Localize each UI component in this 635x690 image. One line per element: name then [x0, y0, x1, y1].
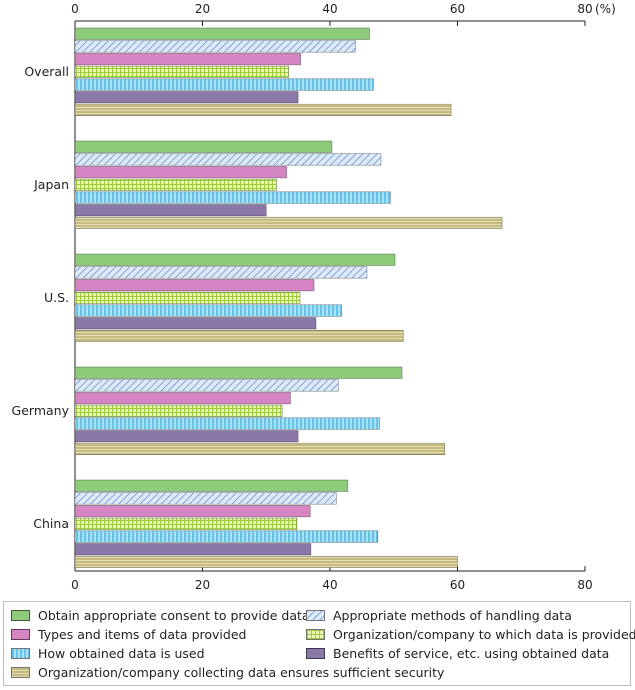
legend-label: Obtain appropriate consent to provide da… — [38, 608, 310, 623]
bar-chart: 002020404060608080(%)OverallJapanU.S.Ger… — [12, 2, 616, 592]
bar — [74, 27, 370, 40]
bar — [74, 543, 312, 556]
bar — [74, 530, 379, 543]
bar — [74, 304, 342, 317]
top-tick-label: 80 — [577, 2, 592, 16]
legend-label: Organization/company collecting data ens… — [38, 665, 445, 680]
bar — [74, 140, 333, 153]
bar — [74, 479, 349, 492]
legend-item: Types and items of data provided — [11, 627, 246, 642]
legend-swatch — [11, 648, 30, 659]
bar — [74, 279, 315, 292]
bar — [74, 417, 381, 430]
bar — [74, 555, 458, 569]
legend-label: How obtained data is used — [38, 646, 205, 661]
bar — [74, 91, 299, 104]
bar — [74, 317, 317, 330]
bar — [74, 392, 291, 405]
legend-swatch — [11, 610, 30, 621]
legend-label: Benefits of service, etc. using obtained… — [333, 646, 610, 661]
bar — [74, 505, 311, 518]
bottom-tick-label: 20 — [195, 578, 210, 592]
bar — [74, 379, 339, 392]
bottom-tick-label: 0 — [71, 578, 79, 592]
category-label: Overall — [24, 64, 69, 79]
bar — [74, 103, 452, 116]
legend-item: Appropriate methods of handling data — [306, 608, 572, 623]
bar — [74, 517, 298, 530]
top-tick-label: 20 — [195, 2, 210, 16]
bottom-tick-label: 60 — [450, 578, 465, 592]
bar — [74, 178, 277, 191]
bar — [74, 253, 396, 266]
bar — [74, 404, 283, 417]
legend-item: Benefits of service, etc. using obtained… — [306, 646, 609, 661]
bar — [74, 53, 301, 66]
bottom-tick-label: 80 — [577, 578, 592, 592]
top-tick-label: 60 — [450, 2, 465, 16]
top-tick-label: 0 — [71, 2, 79, 16]
legend-item: How obtained data is used — [11, 646, 205, 661]
bar — [74, 291, 301, 304]
bar — [74, 153, 382, 166]
chart-legend: Obtain appropriate consent to provide da… — [3, 601, 635, 686]
bar — [74, 191, 391, 204]
category-label: Germany — [12, 403, 70, 418]
legend-label: Types and items of data provided — [38, 627, 247, 642]
bar — [74, 266, 368, 279]
bar — [74, 204, 267, 217]
legend-swatch — [306, 629, 325, 640]
legend-swatch — [11, 629, 30, 640]
bar — [74, 40, 356, 53]
bar — [74, 430, 299, 443]
bottom-tick-label: 40 — [322, 578, 337, 592]
bar — [74, 166, 287, 179]
legend-item: Organization/company collecting data ens… — [11, 665, 444, 680]
unit-label: (%) — [595, 2, 616, 16]
legend-swatch — [306, 648, 325, 659]
legend-swatch — [11, 667, 30, 678]
bar — [74, 65, 289, 78]
bar — [74, 329, 404, 343]
bar — [74, 78, 374, 91]
bar — [74, 442, 446, 456]
bar — [74, 216, 503, 229]
top-tick-label: 40 — [322, 2, 337, 16]
legend-label: Organization/company to which data is pr… — [333, 627, 635, 642]
category-label: U.S. — [44, 290, 69, 305]
bar — [74, 366, 403, 379]
category-label: Japan — [33, 177, 69, 192]
legend-item: Organization/company to which data is pr… — [306, 627, 635, 642]
legend-swatch — [306, 610, 325, 621]
legend-item: Obtain appropriate consent to provide da… — [11, 608, 310, 623]
legend-label: Appropriate methods of handling data — [333, 608, 572, 623]
bar — [74, 492, 337, 505]
category-label: China — [33, 516, 69, 531]
